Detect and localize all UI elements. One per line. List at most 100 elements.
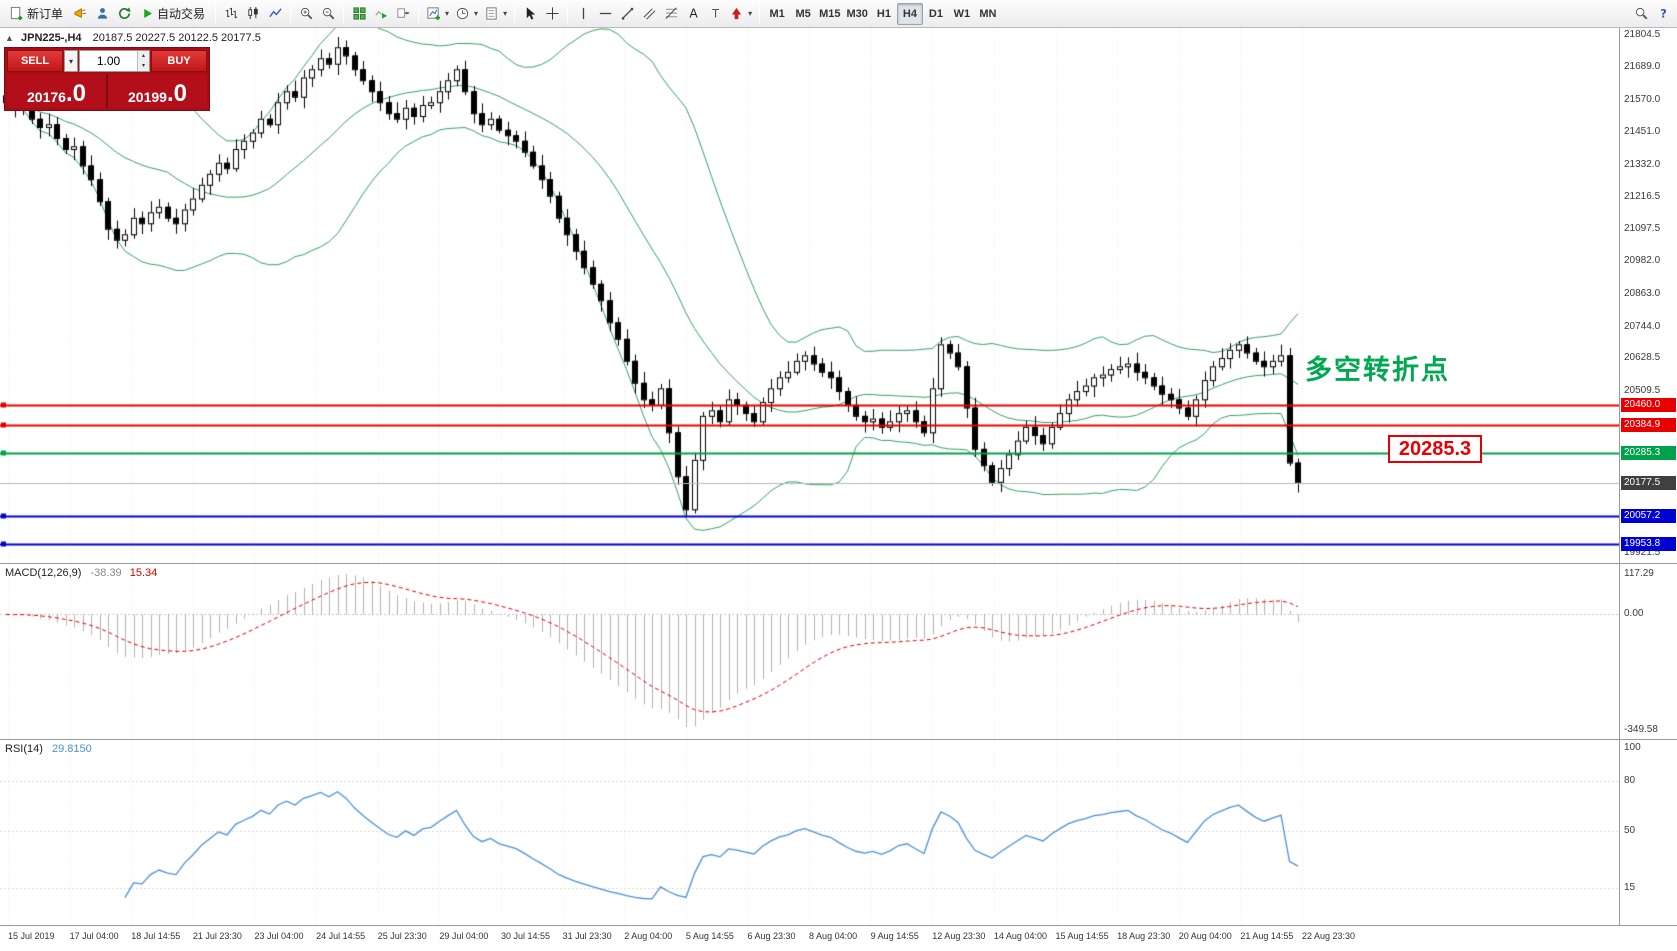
rsi-canvas[interactable] <box>0 740 1619 925</box>
bar-chart-button[interactable] <box>220 3 242 25</box>
time-axis-label: 8 Aug 04:00 <box>809 931 858 941</box>
buy-price-pips: .0 <box>166 80 187 107</box>
cursor-button[interactable] <box>519 3 541 25</box>
volume-input[interactable] <box>80 51 137 71</box>
megaphone-icon <box>73 8 86 18</box>
toolbar-right-group: ? <box>1630 3 1674 25</box>
templates-button[interactable]: ▾ <box>481 3 510 25</box>
price-tick: 20863.0 <box>1624 287 1661 299</box>
toolbar-separator <box>343 3 345 24</box>
macd-main-value: -38.39 <box>90 567 122 579</box>
main-chart-panel: 21804.5 21689.0 21570.0 21451.0 21332.0 21216… <box>0 28 1677 563</box>
price-level-annotation-box[interactable]: 20285.3 <box>1388 435 1482 463</box>
zoom-out-button[interactable] <box>317 3 339 25</box>
sell-price-display[interactable]: 20176.0 <box>7 74 106 108</box>
horizontal-line-button[interactable] <box>594 3 616 25</box>
refresh-icon <box>118 7 131 20</box>
chart-shift-button[interactable] <box>392 3 414 25</box>
sell-button[interactable]: SELL <box>7 50 63 72</box>
volume-field-wrap: ▴▾ <box>79 50 150 72</box>
channel-icon <box>643 8 656 20</box>
macd-canvas[interactable] <box>0 564 1619 739</box>
zoom-out-icon <box>322 7 334 20</box>
new-chart-button[interactable]: ▾ <box>423 3 452 25</box>
time-axis-label: 15 Aug 14:55 <box>1055 931 1109 941</box>
volume-preset-dropdown[interactable]: ▾ <box>64 50 78 72</box>
volume-down-icon[interactable]: ▾ <box>138 61 149 71</box>
time-axis[interactable]: 15 Jul 2019 17 Jul 04:00 18 Jul 14:55 21 Ju… <box>0 925 1677 951</box>
time-axis-label: 30 Jul 14:55 <box>500 931 550 941</box>
arrows-button[interactable]: ▾ <box>726 3 755 25</box>
channel-button[interactable] <box>638 3 660 25</box>
time-axis-label: 23 Jul 04:00 <box>254 931 304 941</box>
dropdown-caret-icon: ▾ <box>445 9 450 18</box>
timeframe-d1-button[interactable]: D1 <box>923 3 949 25</box>
collapse-one-click-icon[interactable]: ▲ <box>5 33 14 43</box>
fibonacci-button[interactable] <box>660 3 682 25</box>
search-button[interactable] <box>1630 3 1652 25</box>
timeframe-h1-button[interactable]: H1 <box>871 3 897 25</box>
toolbar: 新订单 自动交易 <box>0 0 1677 28</box>
timeframe-m30-button[interactable]: M30 <box>844 3 871 25</box>
price-tick: 21216.5 <box>1624 190 1661 202</box>
toolbar-separator <box>418 3 420 24</box>
crosshair-icon <box>545 7 559 20</box>
rsi-axis-value: 50 <box>1624 824 1636 836</box>
timeframe-mn-button[interactable]: MN <box>975 3 1001 25</box>
vertical-line-button[interactable] <box>572 3 594 25</box>
price-tick: 20982.0 <box>1624 255 1661 267</box>
trendline-button[interactable] <box>616 3 638 25</box>
buy-price-display[interactable]: 20199.0 <box>108 74 207 108</box>
horizontal-line-icon <box>599 12 611 15</box>
timeframe-m1-button[interactable]: M1 <box>764 3 790 25</box>
zoom-in-button[interactable] <box>295 3 317 25</box>
dropdown-caret-icon: ▾ <box>474 9 479 18</box>
timeframe-m5-button[interactable]: M5 <box>790 3 816 25</box>
crosshair-button[interactable] <box>541 3 563 25</box>
line-chart-button[interactable] <box>264 3 286 25</box>
timeframe-m15-button[interactable]: M15 <box>816 3 843 25</box>
tile-windows-button[interactable] <box>348 3 370 25</box>
macd-axis-value: 0.00 <box>1624 608 1644 620</box>
dropdown-caret-icon: ▾ <box>748 9 753 18</box>
buy-price-main: 20199 <box>128 89 167 105</box>
autotrading-button[interactable]: 自动交易 <box>135 3 211 25</box>
auto-scroll-button[interactable] <box>370 3 392 25</box>
new-order-label: 新订单 <box>27 7 64 21</box>
text-button[interactable]: A <box>682 3 704 25</box>
text-icon: A <box>689 7 698 21</box>
new-order-button[interactable]: 新订单 <box>3 3 69 25</box>
templates-icon <box>486 7 497 20</box>
volume-up-icon[interactable]: ▴ <box>138 51 149 61</box>
periods-clock-icon <box>456 7 469 20</box>
macd-axis: 117.29 0.00 -349.58 <box>1619 564 1677 739</box>
help-button[interactable]: ? <box>1652 3 1674 25</box>
timeframe-w1-button[interactable]: W1 <box>949 3 975 25</box>
toolbar-separator <box>567 3 569 24</box>
time-axis-label: 5 Aug 14:55 <box>685 931 734 941</box>
price-tick: 21451.0 <box>1624 126 1661 138</box>
candlestick-chart-button[interactable] <box>242 3 264 25</box>
main-price-axis: 21804.5 21689.0 21570.0 21451.0 21332.0 21216… <box>1619 28 1677 563</box>
notifications-button[interactable] <box>69 3 91 25</box>
timeframe-h4-button[interactable]: H4 <box>896 2 923 25</box>
tile-windows-icon <box>352 7 366 20</box>
refresh-button[interactable] <box>113 3 135 25</box>
line-chart-icon <box>268 8 282 18</box>
time-axis-label: 18 Jul 14:55 <box>131 931 181 941</box>
rsi-axis-value: 80 <box>1624 775 1636 786</box>
periods-button[interactable]: ▾ <box>452 3 481 25</box>
time-axis-label: 31 Jul 23:30 <box>562 931 612 941</box>
time-axis-label: 9 Aug 14:55 <box>870 931 919 941</box>
community-button[interactable] <box>91 3 113 25</box>
text-label-button[interactable]: T <box>704 3 726 25</box>
time-axis-label: 2 Aug 04:00 <box>624 931 673 941</box>
price-chart-canvas[interactable] <box>0 28 1619 563</box>
price-tick: 20509.5 <box>1624 385 1661 397</box>
time-axis-label: 18 Aug 23:30 <box>1117 931 1171 941</box>
buy-button[interactable]: BUY <box>151 50 207 72</box>
time-axis-label: 29 Jul 04:00 <box>439 931 489 941</box>
one-click-prices-row: 20176.0 20199.0 <box>7 74 207 108</box>
macd-panel: 117.29 0.00 -349.58 MACD(12,26,9) -38.39 1… <box>0 563 1677 739</box>
turning-point-annotation[interactable]: 多空转折点 <box>1305 355 1450 385</box>
